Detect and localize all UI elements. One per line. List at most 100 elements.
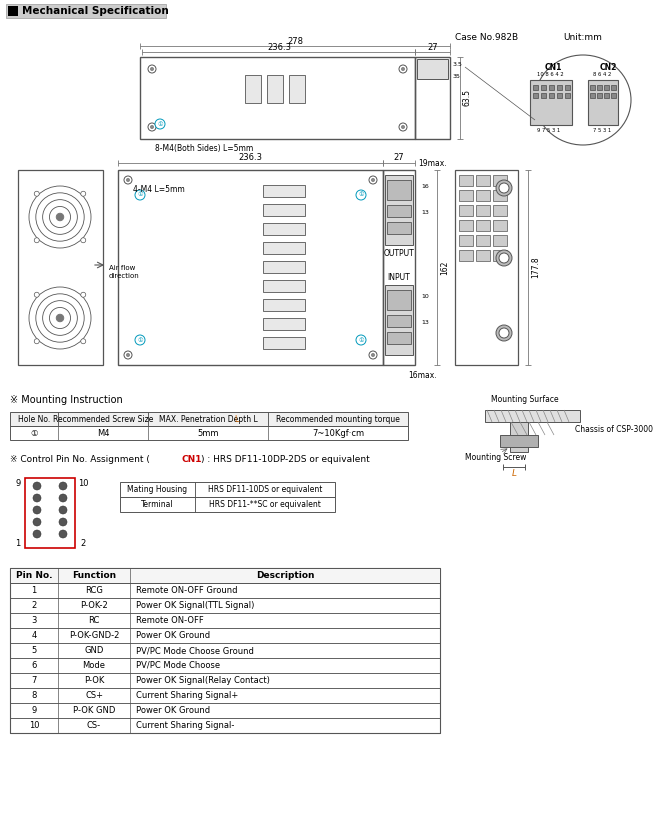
Circle shape (81, 238, 86, 243)
Bar (459, 220, 473, 231)
Text: Mounting Surface: Mounting Surface (491, 395, 559, 404)
Text: P-OK-2: P-OK-2 (80, 601, 108, 610)
Text: P-OK-GND-2: P-OK-GND-2 (69, 631, 119, 640)
Bar (493, 190, 507, 201)
Bar (611, 85, 616, 90)
Circle shape (59, 530, 67, 538)
Text: Case No.982B: Case No.982B (455, 33, 518, 42)
Text: 8 6 4 2: 8 6 4 2 (593, 73, 611, 77)
Text: 35: 35 (453, 74, 461, 80)
Bar (476, 235, 490, 246)
Circle shape (81, 339, 86, 344)
Text: direction: direction (109, 273, 140, 279)
Bar (10, 643, 440, 658)
Circle shape (127, 354, 129, 356)
Text: ①: ① (358, 337, 364, 342)
Text: 1: 1 (31, 586, 37, 595)
Text: 6: 6 (31, 661, 37, 670)
Bar (533, 93, 538, 98)
Circle shape (36, 294, 84, 342)
Text: Description: Description (256, 571, 314, 580)
Bar (541, 93, 546, 98)
Text: PV/PC Mode Choose: PV/PC Mode Choose (136, 661, 220, 670)
Text: HRS DF11-**SC or equivalent: HRS DF11-**SC or equivalent (209, 500, 321, 509)
Circle shape (36, 193, 84, 241)
Text: 236.3: 236.3 (267, 42, 291, 51)
Circle shape (33, 518, 41, 526)
Text: L: L (511, 469, 517, 478)
Text: 3: 3 (31, 616, 37, 625)
Circle shape (401, 68, 405, 71)
Text: 13: 13 (421, 319, 429, 324)
Text: ①: ① (137, 192, 143, 197)
Text: 10 8 6 4 2: 10 8 6 4 2 (537, 73, 563, 77)
Text: ※ Mounting Instruction: ※ Mounting Instruction (10, 395, 123, 405)
Bar (493, 175, 507, 186)
Text: 5mm: 5mm (197, 429, 218, 438)
Circle shape (81, 192, 86, 196)
Bar (263, 242, 305, 254)
Text: 236.3: 236.3 (239, 153, 263, 162)
Circle shape (127, 178, 129, 182)
Bar (10, 688, 440, 703)
Circle shape (151, 126, 153, 129)
Bar (597, 93, 602, 98)
Bar (263, 223, 305, 235)
Text: Current Sharing Signal-: Current Sharing Signal- (136, 721, 234, 730)
Circle shape (155, 119, 165, 129)
Circle shape (371, 178, 375, 182)
Bar (541, 85, 546, 90)
Text: Hole No.: Hole No. (18, 415, 50, 424)
Circle shape (148, 123, 156, 131)
Circle shape (59, 494, 67, 502)
Bar (476, 205, 490, 216)
Bar (263, 318, 305, 330)
Bar (10, 658, 440, 673)
Bar (245, 75, 261, 103)
Circle shape (369, 176, 377, 184)
Circle shape (371, 354, 375, 356)
Bar (476, 250, 490, 261)
Bar (140, 57, 415, 139)
Text: 7: 7 (31, 676, 37, 685)
Text: ①: ① (157, 121, 163, 126)
Bar (476, 190, 490, 201)
Text: 162: 162 (440, 260, 450, 275)
Bar (500, 435, 538, 447)
Circle shape (33, 494, 41, 502)
Text: M4: M4 (96, 429, 109, 438)
Bar (493, 235, 507, 246)
Circle shape (135, 335, 145, 345)
Text: 16max.: 16max. (409, 371, 438, 380)
Text: 27: 27 (427, 42, 438, 51)
Bar (6, 4, 166, 18)
Text: CN1: CN1 (544, 64, 561, 73)
Circle shape (34, 339, 40, 344)
Bar (590, 93, 595, 98)
Circle shape (124, 176, 132, 184)
Bar (476, 220, 490, 231)
Text: Remote ON-OFF: Remote ON-OFF (136, 616, 204, 625)
Bar (387, 290, 411, 310)
Circle shape (148, 65, 156, 73)
Bar (25, 478, 75, 548)
Text: Recommended Screw Size: Recommended Screw Size (53, 415, 153, 424)
Circle shape (499, 328, 509, 338)
Bar (387, 332, 411, 344)
Text: ①: ① (30, 429, 38, 438)
Circle shape (356, 335, 366, 345)
Bar (387, 315, 411, 327)
Bar (417, 59, 448, 79)
Bar (493, 220, 507, 231)
Bar (8, 6, 18, 16)
Text: P-OK: P-OK (84, 676, 105, 685)
Text: GND: GND (84, 646, 104, 655)
Bar (557, 93, 562, 98)
Circle shape (59, 482, 67, 490)
Text: Chassis of CSP-3000: Chassis of CSP-3000 (575, 425, 653, 434)
Circle shape (33, 482, 41, 490)
Text: CN2: CN2 (599, 64, 616, 73)
Circle shape (401, 126, 405, 129)
Text: 7~10Kgf·cm: 7~10Kgf·cm (312, 429, 364, 438)
Bar (565, 85, 570, 90)
